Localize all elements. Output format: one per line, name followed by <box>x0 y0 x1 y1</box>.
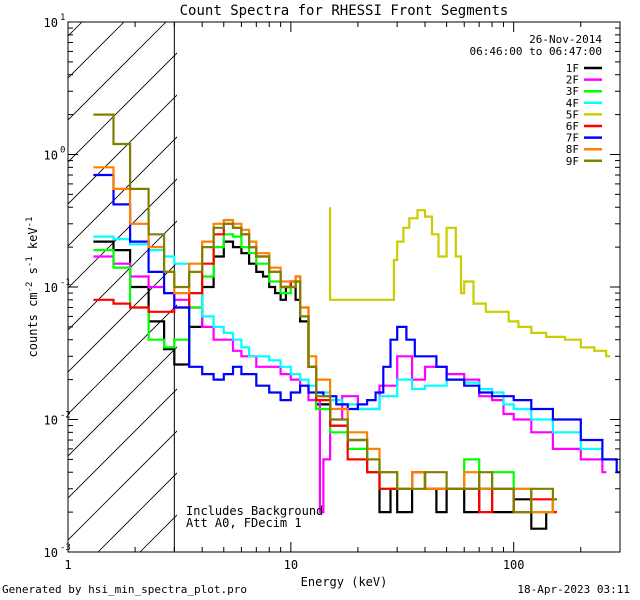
series-line-6F <box>93 222 557 514</box>
y-tick-label: 10 <box>44 414 58 428</box>
time-range-label: 06:46:00 to 06:47:00 <box>470 45 602 58</box>
x-tick-label: 1 <box>64 558 71 572</box>
hatch-line <box>0 0 28 552</box>
x-axis-label: Energy (keV) <box>301 575 388 589</box>
series-line-7F <box>93 173 620 474</box>
y-tick-label: 10 <box>44 16 58 30</box>
hatch-line <box>68 52 177 163</box>
y-axis-label: counts cm-2 s-1 keV-1 <box>25 217 40 358</box>
x-axis-ticks: 1 10 100 <box>64 22 621 572</box>
series-line-5F <box>329 207 611 358</box>
legend-label-1F: 1F <box>566 62 579 75</box>
hatch-line <box>68 22 83 37</box>
series-line-2F <box>93 255 607 514</box>
legend-label-4F: 4F <box>566 97 579 110</box>
legend-label-6F: 6F <box>566 120 579 133</box>
series-group <box>93 113 620 530</box>
y-tick-label: 10 <box>44 281 58 295</box>
legend-label-5F: 5F <box>566 108 579 121</box>
date-label: 26-Nov-2014 <box>529 33 602 46</box>
note-attenuator: Att A0, FDecim 1 <box>186 516 302 530</box>
note-background: Includes Background <box>186 504 323 518</box>
y-tick-exponent: -3 <box>60 543 71 553</box>
hatch-line <box>68 430 177 541</box>
hatch-line <box>68 262 177 373</box>
y-tick-exponent: 1 <box>60 13 65 23</box>
hatch-line <box>68 22 167 121</box>
legend-label-7F: 7F <box>566 132 579 145</box>
y-tick-exponent: 0 <box>60 146 65 156</box>
hatch-line <box>68 304 177 415</box>
hatch-line <box>68 136 177 247</box>
y-tick-label: 10 <box>44 149 58 163</box>
x-tick-label: 100 <box>503 558 525 572</box>
series-line-3F <box>93 233 557 514</box>
legend-label-8F: 8F <box>566 143 579 156</box>
footer-timestamp: 18-Apr-2023 03:11 <box>517 583 630 596</box>
hatch-line <box>68 178 177 289</box>
y-tick-exponent: -2 <box>60 411 71 421</box>
hatch-line <box>68 220 177 331</box>
footer-generated-by: Generated by hsi_min_spectra_plot.pro <box>2 583 248 596</box>
hatch-line <box>97 472 177 552</box>
legend-label-2F: 2F <box>566 74 579 87</box>
y-tick-label: 10 <box>44 546 58 560</box>
legend-label-3F: 3F <box>566 85 579 98</box>
hatch-line <box>266 0 640 552</box>
y-tick-exponent: -1 <box>60 278 71 288</box>
series-line-1F <box>93 240 551 530</box>
legend-label-9F: 9F <box>566 155 579 168</box>
hatch-line <box>68 388 177 499</box>
x-tick-label: 10 <box>284 558 298 572</box>
hatch-line <box>308 0 640 552</box>
series-line-9F <box>93 113 557 514</box>
chart-title: Count Spectra for RHESSI Front Segments <box>180 3 509 19</box>
